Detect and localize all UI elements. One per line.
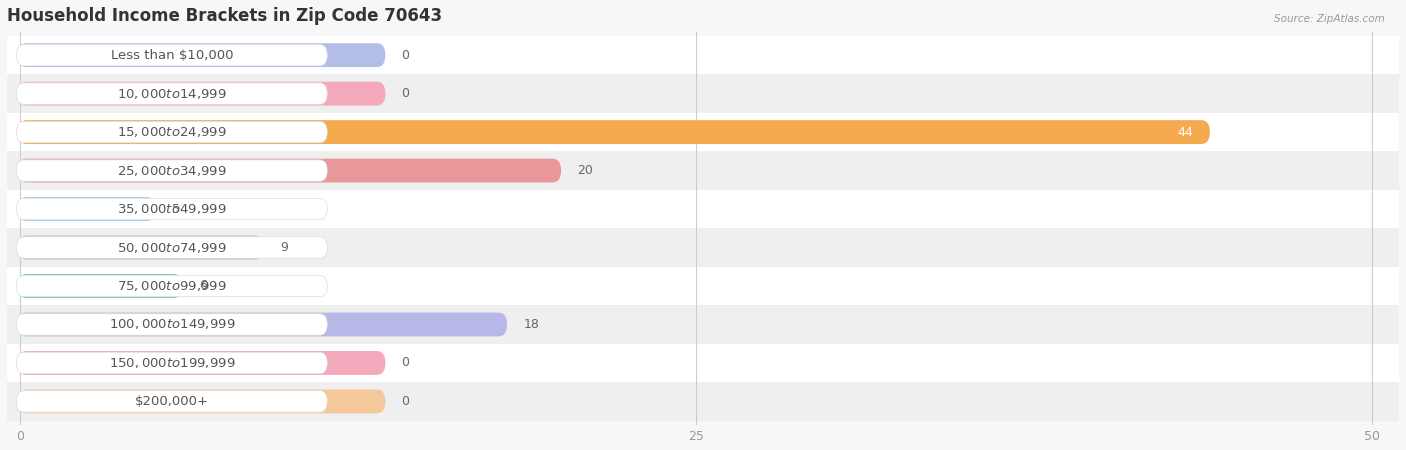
Text: Source: ZipAtlas.com: Source: ZipAtlas.com: [1274, 14, 1385, 23]
FancyBboxPatch shape: [18, 274, 183, 298]
Text: Less than $10,000: Less than $10,000: [111, 49, 233, 62]
Text: 9: 9: [280, 241, 288, 254]
FancyBboxPatch shape: [0, 74, 1406, 113]
Text: 0: 0: [402, 49, 409, 62]
Text: $15,000 to $24,999: $15,000 to $24,999: [117, 125, 226, 139]
FancyBboxPatch shape: [0, 267, 1406, 305]
FancyBboxPatch shape: [17, 83, 328, 104]
FancyBboxPatch shape: [18, 43, 385, 67]
FancyBboxPatch shape: [18, 236, 264, 260]
FancyBboxPatch shape: [17, 352, 328, 374]
Text: 18: 18: [523, 318, 538, 331]
FancyBboxPatch shape: [17, 237, 328, 258]
FancyBboxPatch shape: [0, 151, 1406, 190]
FancyBboxPatch shape: [17, 122, 328, 143]
Text: 44: 44: [1178, 126, 1194, 139]
Text: 0: 0: [402, 356, 409, 369]
FancyBboxPatch shape: [0, 382, 1406, 421]
FancyBboxPatch shape: [0, 344, 1406, 382]
FancyBboxPatch shape: [0, 36, 1406, 74]
FancyBboxPatch shape: [0, 305, 1406, 344]
Text: $75,000 to $99,999: $75,000 to $99,999: [117, 279, 226, 293]
FancyBboxPatch shape: [17, 275, 328, 297]
FancyBboxPatch shape: [18, 82, 385, 106]
FancyBboxPatch shape: [0, 113, 1406, 151]
Text: $50,000 to $74,999: $50,000 to $74,999: [117, 240, 226, 255]
FancyBboxPatch shape: [18, 313, 508, 337]
Text: 0: 0: [402, 395, 409, 408]
FancyBboxPatch shape: [18, 390, 385, 414]
Text: 20: 20: [578, 164, 593, 177]
Text: 0: 0: [402, 87, 409, 100]
FancyBboxPatch shape: [18, 120, 1209, 144]
Text: $10,000 to $14,999: $10,000 to $14,999: [117, 86, 226, 101]
Text: $35,000 to $49,999: $35,000 to $49,999: [117, 202, 226, 216]
FancyBboxPatch shape: [17, 314, 328, 335]
Text: $150,000 to $199,999: $150,000 to $199,999: [108, 356, 235, 370]
FancyBboxPatch shape: [17, 198, 328, 220]
FancyBboxPatch shape: [18, 197, 156, 221]
Text: 5: 5: [172, 202, 180, 216]
Text: Household Income Brackets in Zip Code 70643: Household Income Brackets in Zip Code 70…: [7, 7, 441, 25]
Text: 6: 6: [198, 279, 207, 292]
FancyBboxPatch shape: [0, 190, 1406, 228]
FancyBboxPatch shape: [18, 351, 385, 375]
FancyBboxPatch shape: [0, 228, 1406, 267]
Text: $25,000 to $34,999: $25,000 to $34,999: [117, 163, 226, 178]
Text: $100,000 to $149,999: $100,000 to $149,999: [108, 317, 235, 332]
FancyBboxPatch shape: [17, 391, 328, 412]
FancyBboxPatch shape: [17, 160, 328, 181]
Text: $200,000+: $200,000+: [135, 395, 209, 408]
FancyBboxPatch shape: [17, 45, 328, 66]
FancyBboxPatch shape: [18, 159, 561, 183]
